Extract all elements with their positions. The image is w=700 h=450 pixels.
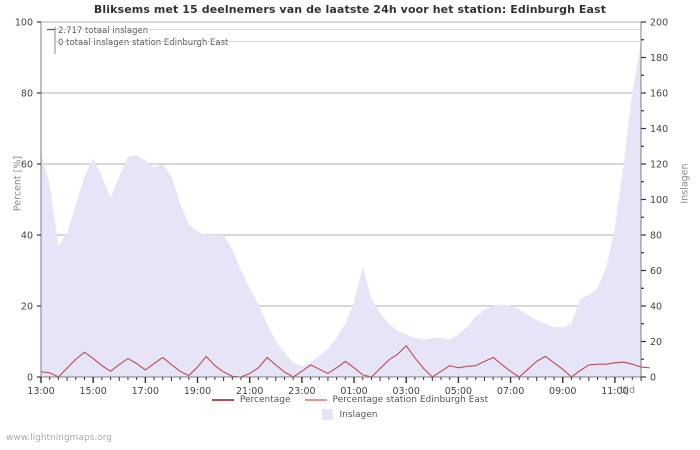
x-tick-label: 21:00 [236,386,263,397]
y-tick-label-right: 0 [650,373,656,384]
legend-item-percentage-station: Percentage station Edinburgh East [304,394,489,405]
x-axis-label: tijd [620,385,636,396]
chart-annotation: 2.717 totaal inslagen [58,26,148,36]
legend-label-percentage-station: Percentage station Edinburgh East [332,394,489,405]
y-tick-label-right: 180 [650,53,668,64]
x-tick-label: 17:00 [132,386,159,397]
x-tick-label: 01:00 [340,386,367,397]
x-tick-label: 07:00 [497,386,524,397]
legend-row-secondary: Inslagen [0,407,700,422]
y-tick-label-right: 80 [650,231,662,242]
legend-swatch-percentage [211,398,234,401]
y-tick-label-right: 200 [650,18,668,29]
y-tick-label-left: 80 [21,89,33,100]
x-tick-label: 05:00 [445,386,472,397]
x-tick-label: 09:00 [549,386,576,397]
legend-label-inslagen: Inslagen [339,409,378,420]
legend-row-primary: Percentage Percentage station Edinburgh … [0,392,700,407]
y-tick-label-right: 120 [650,160,668,171]
x-tick-label: 03:00 [393,386,420,397]
y-tick-label-right: 60 [650,266,662,277]
x-tick-label: 15:00 [79,386,106,397]
x-tick-label: 11:00 [601,386,628,397]
x-tick-label: 13:00 [27,386,54,397]
area-series-inslagen [41,43,641,378]
x-tick-label: 23:00 [288,386,315,397]
y-tick-label-left: 60 [21,160,33,171]
x-tick-label: 19:00 [184,386,211,397]
legend-swatch-inslagen [322,409,334,420]
y-tick-label-right: 100 [650,195,668,206]
y-tick-label-right: 20 [650,337,662,348]
y-tick-label-left: 0 [27,373,33,384]
chart-legend: Percentage Percentage station Edinburgh … [0,392,700,422]
y-tick-label-left: 100 [15,18,33,29]
y-tick-label-right: 160 [650,89,668,100]
y-tick-label-left: 20 [21,302,33,313]
line-series-percentage [40,345,650,378]
legend-label-percentage: Percentage [239,394,291,405]
watermark-text: www.lightningmaps.org [6,433,112,443]
y-tick-label-right: 140 [650,124,668,135]
legend-item-inslagen: Inslagen [322,409,378,420]
y-tick-label-left: 40 [21,231,33,242]
chart-annotation: 0 totaal inslagen station Edinburgh East [58,38,229,48]
y-tick-label-right: 40 [650,302,662,313]
legend-swatch-percentage-station [304,398,327,401]
legend-item-percentage: Percentage [211,394,291,405]
chart-title: Bliksems met 15 deelnemers van de laatst… [93,3,607,16]
